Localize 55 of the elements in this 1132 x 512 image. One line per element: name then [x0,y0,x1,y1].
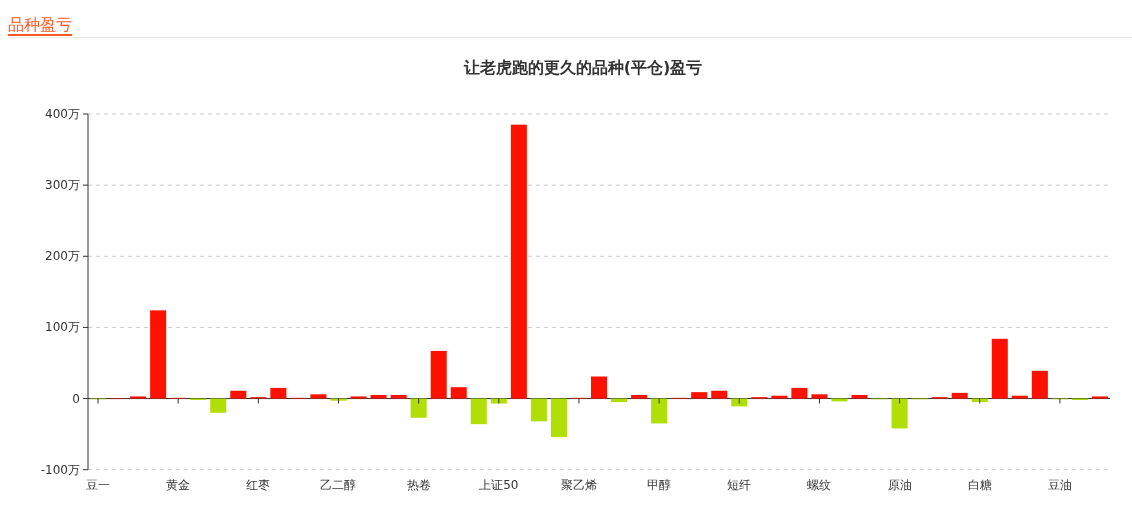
bar [330,398,347,401]
bar [550,398,567,437]
text: 品种盈亏 [8,15,72,34]
y-tick-label: 400万 [45,107,80,121]
bar [270,387,287,399]
bar [490,398,507,404]
x-tick-label: 豆一 [86,478,111,492]
x-tick-label: 螺纹 [807,478,832,492]
x-tick-label: 原油 [887,478,912,492]
x-tick-label: 甲醇 [647,478,672,492]
y-tick-label: 100万 [45,320,80,335]
x-tick-label: 聚乙烯 [560,478,597,492]
bar [410,398,427,418]
bar [1091,396,1108,399]
bar [530,398,547,422]
bar [210,398,227,413]
bar [851,395,868,399]
bar [691,392,708,399]
y-tick-label: -100万 [40,462,80,477]
bar [370,395,387,399]
x-tick-label: 白糖 [967,478,992,492]
bar [470,398,487,425]
bar [510,124,527,399]
bar [390,395,407,399]
bar [791,387,808,399]
y-tick-label: 300万 [45,178,80,193]
bar [991,338,1008,399]
bar [590,376,608,399]
x-tick-label: 豆油 [1047,478,1072,492]
bar [310,394,327,399]
bar [150,310,167,399]
x-tick-label: 短纤 [727,478,752,492]
bar [230,390,247,399]
bar [731,398,748,407]
x-tick-label: 乙二醇 [320,478,357,492]
bar [631,395,648,399]
chart-title: 让老虎跑的更久的品种(平仓)盈亏 [462,58,703,77]
bar [651,398,668,424]
y-tick-label: 0 [72,391,80,406]
bar [891,398,908,429]
bar [811,394,828,399]
bar [711,390,728,399]
bar [1031,370,1048,399]
bar [430,350,447,399]
x-tick-label: 黄金 [166,478,191,492]
y-tick-label: 200万 [45,249,80,264]
bar [450,387,467,399]
bar [1011,395,1028,399]
bar [130,396,147,399]
bar [771,395,788,399]
x-tick-label: 红枣 [246,478,271,492]
x-tick-label: 上证50 [479,478,519,492]
bar [350,396,367,399]
x-tick-label: 热卷 [406,478,431,492]
bar [951,392,968,399]
